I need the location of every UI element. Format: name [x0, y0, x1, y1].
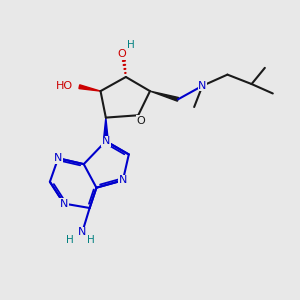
Polygon shape: [79, 85, 100, 91]
Text: N: N: [119, 175, 127, 185]
Text: N: N: [78, 227, 86, 237]
Text: N: N: [198, 81, 207, 91]
Text: H: H: [66, 236, 74, 245]
Text: N: N: [60, 199, 68, 208]
Text: H: H: [87, 236, 94, 245]
Polygon shape: [150, 91, 178, 101]
Text: N: N: [102, 136, 110, 146]
Text: O: O: [117, 49, 126, 59]
Text: N: N: [54, 153, 62, 163]
Text: O: O: [136, 116, 145, 126]
Text: HO: HO: [56, 81, 73, 91]
Polygon shape: [103, 118, 108, 139]
Text: H: H: [127, 40, 135, 50]
